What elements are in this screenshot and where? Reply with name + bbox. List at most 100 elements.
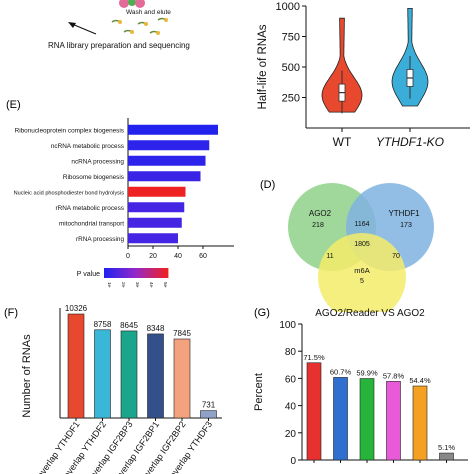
- legend-gradient-segment: [160, 268, 163, 278]
- bar-value-label: 10326: [65, 304, 88, 313]
- legend-gradient-segment: [134, 268, 137, 278]
- violin-shape: [321, 17, 363, 113]
- legend-gradient-segment: [118, 268, 121, 278]
- y-tick-label: 40: [285, 402, 297, 413]
- go-term-label: ncRNA metabolic process: [51, 143, 124, 150]
- legend-gradient-segment: [110, 268, 113, 278]
- legend-title: P value: [77, 271, 100, 278]
- go-bar: [128, 155, 206, 166]
- legend-gradient-segment: [166, 268, 169, 278]
- legend-gradient-segment: [116, 268, 119, 278]
- panel-g-letter: (G): [254, 307, 270, 319]
- legend-tick-label: 1e-04: [107, 282, 112, 288]
- percent-bar: [306, 362, 322, 461]
- bar-value-label: 71.5%: [303, 353, 325, 362]
- chart-title: AGO2/Reader VS AGO2: [315, 308, 425, 319]
- overlap-bar: [94, 329, 111, 419]
- percent-bar: [333, 377, 348, 461]
- legend-tick-label: 4e-04: [149, 282, 154, 288]
- bar-value-label: 57.8%: [383, 371, 405, 380]
- go-term-label: rRNA processing: [76, 236, 124, 243]
- go-term-label: ncRNA processing: [71, 158, 124, 165]
- legend-tick-label: 2e-04: [121, 282, 126, 288]
- go-term-label: Ribonucleoprotein complex biogenesis: [15, 127, 124, 134]
- bar-value-label: 59.9%: [356, 369, 378, 378]
- bar-value-label: 5.1%: [438, 443, 455, 452]
- overlap-bar: [67, 313, 85, 419]
- go-term-label: mitochondrial transport: [59, 220, 124, 227]
- violin-chart-panel: 250 500 750 1000 Half-life of RNAs WT YTHDF1-K…: [248, 0, 474, 152]
- legend-gradient-segment: [122, 268, 125, 278]
- go-bar: [128, 171, 201, 182]
- y-tick-label: 80: [285, 347, 297, 358]
- y-tick-label: 20: [285, 429, 297, 440]
- go-chart-panel: (E) Ribonucleoprotein complex biogenesis…: [0, 96, 240, 288]
- y-axis-label: Half-life of RNAs: [257, 24, 269, 109]
- legend-gradient-segment: [164, 268, 167, 278]
- overlap-bar: [173, 338, 191, 419]
- overlap-chart-panel: (F) Number of RNAs 10326 overlap YTHDF1 875…: [0, 300, 236, 474]
- panel-e-letter: (E): [6, 99, 21, 111]
- go-bar: [128, 140, 210, 151]
- legend-gradient-segment: [128, 268, 131, 278]
- arrow-icon: [68, 22, 97, 35]
- legend-gradient-segment: [152, 268, 155, 278]
- legend-gradient-segment: [108, 268, 111, 278]
- legend-gradient-segment: [130, 268, 133, 278]
- legend-gradient-segment: [162, 268, 165, 278]
- x-tick-label: 20: [149, 253, 157, 260]
- overlap-bar: [200, 410, 217, 419]
- go-bar: [128, 124, 218, 135]
- library-label: RNA library preparation and sequencing: [48, 41, 190, 50]
- legend-gradient-segment: [138, 268, 141, 278]
- y-axis-label: Percent: [253, 373, 265, 411]
- go-bar: [128, 217, 182, 228]
- bar-value-label: 8645: [120, 321, 138, 330]
- go-bar: [128, 202, 185, 213]
- legend-gradient-segment: [144, 268, 147, 278]
- y-tick-label: 100: [279, 320, 296, 331]
- legend-gradient-segment: [106, 268, 109, 278]
- venn-set-label: AGO2: [309, 209, 332, 218]
- schematic-panel: Wash and elute RNA library preparation a…: [0, 0, 230, 62]
- venn-region-value: 11: [326, 253, 333, 260]
- x-tick-label: 60: [199, 253, 207, 260]
- y-tick-label: 750: [282, 32, 300, 44]
- percent-bar-chart: (G) AGO2/Reader VS AGO2 0 20 40 60 80 100 Perce…: [253, 307, 468, 467]
- venn-region-value: 173: [400, 222, 412, 229]
- venn-region-value: 1164: [354, 221, 369, 228]
- go-bar: [128, 233, 178, 244]
- percent-chart-panel: (G) AGO2/Reader VS AGO2 0 20 40 60 80 100 Perce…: [240, 300, 474, 474]
- legend-gradient-segment: [104, 268, 107, 278]
- wash-label: Wash and elute: [126, 9, 171, 16]
- venn-panel: (D) AGO2 YTHDF1 218 173 1164 1805 11 70 m6A 5: [250, 172, 474, 312]
- y-tick-label: 0: [290, 456, 296, 467]
- elution-molecules-icon: [111, 17, 168, 35]
- go-bar: [128, 186, 186, 197]
- legend-tick-label: 5e-04: [163, 282, 168, 288]
- y-tick-label: 250: [282, 93, 300, 105]
- bar-value-label: 8348: [147, 324, 165, 333]
- legend-gradient-segment: [136, 268, 139, 278]
- y-tick-label: 500: [282, 62, 300, 74]
- percent-bar: [359, 378, 375, 461]
- legend-tick-label: 3e-04: [135, 282, 140, 288]
- x-tick-label: WT: [333, 135, 352, 149]
- panel-d-letter: (D): [260, 179, 275, 191]
- legend-gradient-segment: [114, 268, 117, 278]
- panel-f-letter: (F): [4, 307, 18, 319]
- venn-set-label: m6A: [354, 266, 369, 275]
- x-tick-label: 40: [174, 253, 182, 260]
- legend-gradient-segment: [112, 268, 115, 278]
- venn-circle: [318, 233, 406, 312]
- bar-value-label: 731: [202, 401, 216, 410]
- legend-gradient-segment: [158, 268, 161, 278]
- venn-region-value: 5: [360, 278, 364, 285]
- percent-bar: [412, 385, 428, 461]
- venn-region-value: 1805: [354, 241, 370, 248]
- venn-diagram: (D) AGO2 YTHDF1 218 173 1164 1805 11 70 m6A 5: [260, 179, 434, 312]
- go-term-label: Nucleic acid phosphodiester bond hydroly…: [14, 190, 125, 196]
- bar-value-label: 60.7%: [330, 367, 352, 376]
- legend-gradient-segment: [156, 268, 159, 278]
